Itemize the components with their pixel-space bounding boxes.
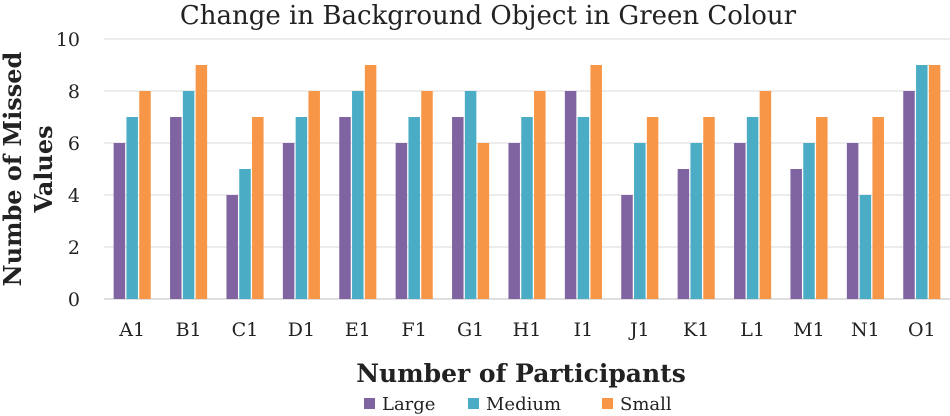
bar-medium-j1 xyxy=(634,143,646,299)
bar-small-i1 xyxy=(590,65,602,299)
bar-large-b1 xyxy=(170,117,182,299)
x-tick-label: I1 xyxy=(574,319,594,341)
bar-small-h1 xyxy=(534,91,546,299)
bar-small-l1 xyxy=(759,91,772,299)
x-tick-label: J1 xyxy=(628,319,650,341)
bar-medium-l1 xyxy=(746,117,759,299)
bar-small-o1 xyxy=(928,65,941,299)
bar-large-a1 xyxy=(113,143,126,299)
bar-small-a1 xyxy=(139,91,151,299)
bar-medium-e1 xyxy=(352,91,364,299)
bar-medium-h1 xyxy=(521,117,533,299)
bars xyxy=(113,65,941,299)
y-tick-label: 8 xyxy=(68,81,80,103)
bar-small-n1 xyxy=(872,117,884,299)
x-tick-label: C1 xyxy=(232,319,259,341)
bar-small-b1 xyxy=(195,65,208,299)
y-tick-label: 2 xyxy=(68,237,80,259)
x-tick-label: O1 xyxy=(908,319,936,341)
y-tick-label: 4 xyxy=(68,185,80,207)
bar-small-d1 xyxy=(308,91,320,299)
bar-medium-a1 xyxy=(126,117,138,299)
bar-large-g1 xyxy=(452,117,464,299)
bar-medium-k1 xyxy=(690,143,702,299)
bar-medium-g1 xyxy=(464,91,477,299)
bar-medium-o1 xyxy=(916,65,928,299)
bar-large-o1 xyxy=(903,91,915,299)
bar-medium-d1 xyxy=(295,117,308,299)
legend-swatch-small xyxy=(602,398,613,409)
x-tick-label: M1 xyxy=(793,319,825,341)
bar-small-j1 xyxy=(646,117,659,299)
bar-small-f1 xyxy=(421,91,433,299)
legend-swatch-large xyxy=(364,398,375,409)
bar-large-k1 xyxy=(677,169,690,299)
bar-large-d1 xyxy=(282,143,295,299)
x-tick-label: G1 xyxy=(457,319,484,341)
bar-large-h1 xyxy=(508,143,520,299)
y-axis-title-line-2: Values xyxy=(29,125,58,213)
bar-large-e1 xyxy=(339,117,351,299)
chart-title: Change in Background Object in Green Col… xyxy=(180,1,797,31)
legend-label-medium: Medium xyxy=(486,394,561,415)
bar-large-m1 xyxy=(790,169,802,299)
bar-medium-m1 xyxy=(803,143,815,299)
bar-small-e1 xyxy=(364,65,377,299)
x-tick-label: E1 xyxy=(345,319,371,341)
y-tick-label: 0 xyxy=(68,289,80,311)
y-tick-label: 6 xyxy=(68,133,80,155)
x-axis-ticks: A1 B1 C1 D1 E1 F1 G1 H1 I1 J1 K1 L1 M1 N1 O1 xyxy=(118,319,935,341)
x-tick-label: K1 xyxy=(683,319,709,341)
x-tick-label: F1 xyxy=(402,319,427,341)
bar-small-m1 xyxy=(816,117,828,299)
bar-medium-b1 xyxy=(182,91,195,299)
x-tick-label: A1 xyxy=(118,319,145,341)
legend-label-large: Large xyxy=(382,394,435,415)
y-axis-ticks: 0 2 4 6 8 10 xyxy=(56,29,80,311)
bar-large-n1 xyxy=(846,143,859,299)
bar-medium-i1 xyxy=(577,117,590,299)
x-tick-label: B1 xyxy=(176,319,202,341)
legend-swatch-medium xyxy=(468,398,479,409)
bar-small-g1 xyxy=(477,143,490,299)
bar-small-c1 xyxy=(252,117,264,299)
bar-large-c1 xyxy=(226,195,238,299)
legend: Large Medium Small xyxy=(364,394,672,415)
legend-label-small: Small xyxy=(620,394,672,415)
bar-large-j1 xyxy=(621,195,633,299)
bar-medium-n1 xyxy=(859,195,872,299)
bar-medium-f1 xyxy=(408,117,420,299)
bar-medium-c1 xyxy=(239,169,251,299)
x-tick-label: N1 xyxy=(851,319,880,341)
bar-large-f1 xyxy=(395,143,408,299)
x-tick-label: D1 xyxy=(288,319,315,341)
x-axis-title: Number of Participants xyxy=(356,359,686,388)
bar-large-l1 xyxy=(734,143,746,299)
x-tick-label: L1 xyxy=(740,319,765,341)
x-tick-label: H1 xyxy=(513,319,542,341)
y-tick-label: 10 xyxy=(56,29,80,51)
y-axis-title: Numbe of Missed xyxy=(0,51,27,286)
bar-small-k1 xyxy=(703,117,715,299)
bar-large-i1 xyxy=(564,91,577,299)
